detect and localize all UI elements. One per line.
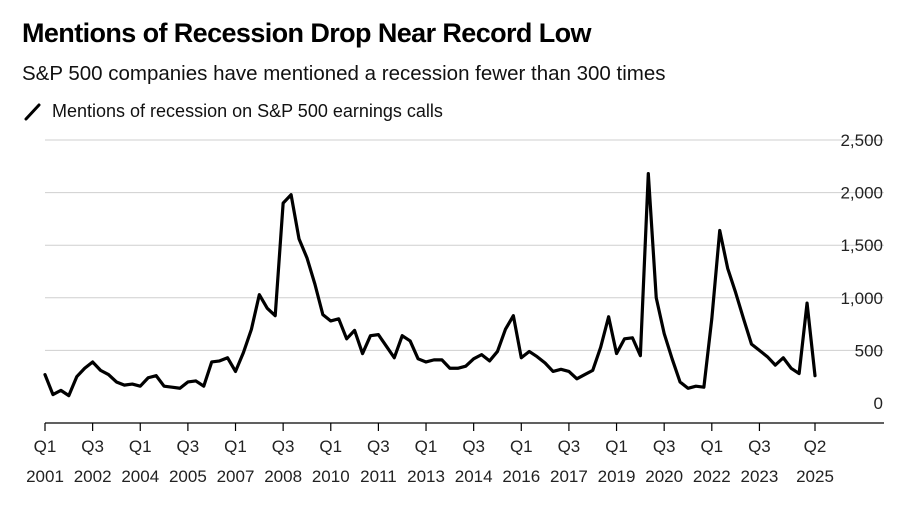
series-layer (43, 172, 817, 398)
x-tick-year: 2023 (741, 467, 779, 486)
x-tick-quarter: Q1 (319, 437, 342, 456)
x-tick-quarter: Q3 (272, 437, 295, 456)
y-tick-label: 0 (874, 394, 883, 413)
x-tick-quarter: Q3 (367, 437, 390, 456)
y-tick-label: 1,500 (840, 236, 883, 255)
x-tick-year: 2010 (312, 467, 350, 486)
y-tick-label: 500 (855, 341, 883, 360)
grid-layer (45, 139, 884, 351)
x-tick-quarter: Q3 (653, 437, 676, 456)
x-tick-quarter: Q1 (700, 437, 723, 456)
x-tick-quarter: Q2 (804, 437, 827, 456)
x-tick-year: 2019 (598, 467, 636, 486)
x-tick-year: 2025 (796, 467, 834, 486)
x-tick-year: 2008 (264, 467, 302, 486)
x-tick-quarter: Q3 (748, 437, 771, 456)
x-tick-year: 2005 (169, 467, 207, 486)
x-tick-quarter: Q3 (81, 437, 104, 456)
x-tick-year: 2014 (455, 467, 493, 486)
y-tick-label: 1,000 (840, 289, 883, 308)
legend-line-icon (24, 103, 41, 120)
x-tick-quarter: Q1 (415, 437, 438, 456)
x-tick-quarter: Q3 (462, 437, 485, 456)
x-tick-quarter: Q3 (177, 437, 200, 456)
chart-subtitle: S&P 500 companies have mentioned a reces… (22, 62, 666, 85)
x-tick-quarter: Q1 (129, 437, 152, 456)
chart-title: Mentions of Recession Drop Near Record L… (22, 18, 592, 48)
series-line (43, 172, 817, 398)
y-tick-label: 2,500 (840, 131, 883, 150)
x-tick-year: 2017 (550, 467, 588, 486)
x-tick-year: 2004 (121, 467, 159, 486)
x-tick-quarter: Q1 (605, 437, 628, 456)
x-tick-quarter: Q1 (510, 437, 533, 456)
x-tick-year: 2001 (26, 467, 64, 486)
x-tick-year: 2002 (74, 467, 112, 486)
legend: Mentions of recession on S&P 500 earning… (22, 101, 443, 122)
x-tick-quarter: Q1 (224, 437, 247, 456)
x-axis: Q1 2001 Q3 2002 Q1 2004 Q3 2005 Q1 2007 Q3 2008 Q1 20… (26, 422, 884, 486)
y-tick-label: 2,000 (840, 184, 883, 203)
x-tick-quarter: Q1 (34, 437, 57, 456)
x-tick-year: 2007 (217, 467, 255, 486)
x-tick-year: 2016 (502, 467, 540, 486)
x-tick-year: 2022 (693, 467, 731, 486)
x-tick-quarter: Q3 (558, 437, 581, 456)
x-tick-year: 2011 (360, 467, 397, 486)
x-tick-year: 2013 (407, 467, 445, 486)
x-tick-year: 2020 (645, 467, 683, 486)
legend-label: Mentions of recession on S&P 500 earning… (52, 101, 443, 121)
y-axis: 0 500 1,000 1,500 2,000 2,500 (840, 131, 883, 413)
